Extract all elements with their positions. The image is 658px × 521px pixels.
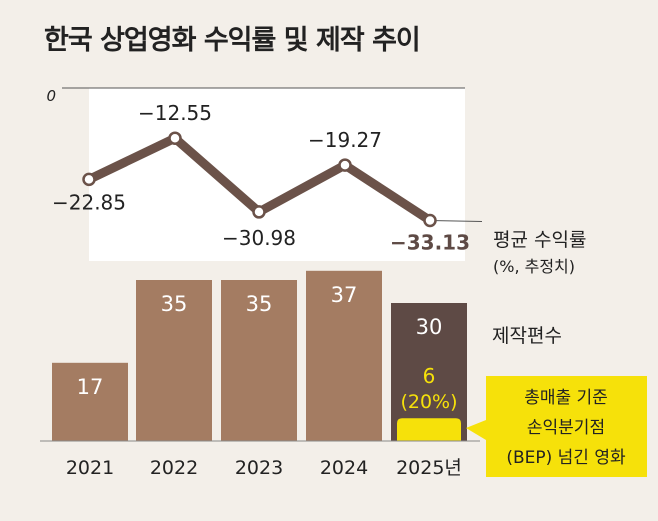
bar <box>136 280 212 441</box>
line-point <box>423 213 437 228</box>
zero-label: 0 <box>46 87 56 105</box>
category-label: 2024 <box>320 457 368 479</box>
callout-box <box>466 376 647 477</box>
bar-value-label: 17 <box>77 375 104 399</box>
bar <box>391 303 467 441</box>
category-label: 2021 <box>66 457 114 479</box>
line-point <box>338 158 352 172</box>
callout-line-2: 손익분기점 <box>527 418 605 438</box>
line-value-label: −30.98 <box>222 226 296 250</box>
line-value-label: −19.27 <box>308 128 382 152</box>
bar <box>52 362 128 441</box>
bar-legend-label: 제작편수 <box>492 325 562 347</box>
line-point <box>82 172 96 187</box>
chart-title: 한국 상업영화 수익률 및 제작 추이 <box>44 25 421 56</box>
line-point <box>252 205 266 219</box>
bar <box>221 280 297 441</box>
category-label: 2025년 <box>396 457 462 479</box>
bar-value-label: 35 <box>246 292 273 316</box>
line-legend-label: 평균 수익률 <box>493 229 586 251</box>
line-value-label: −12.55 <box>138 101 212 125</box>
line-value-label: −33.13 <box>390 231 470 255</box>
callout-line-1: 총매출 기준 <box>524 388 608 408</box>
category-label: 2023 <box>235 457 283 479</box>
callout-line-3: (BEP) 넘긴 영화 <box>506 448 626 468</box>
category-label: 2022 <box>150 457 198 479</box>
line-point <box>168 131 182 145</box>
line-plot-area <box>89 88 465 261</box>
bar-value-label: 30 <box>416 315 443 339</box>
bar-value-label: 35 <box>161 292 188 316</box>
bar-value-label: 37 <box>331 283 358 307</box>
bep-value-label: 6 <box>423 364 436 388</box>
line-legend-unit: (%, 추정치) <box>493 257 575 276</box>
line-legend-leader <box>429 220 483 223</box>
bep-percent-label: (20%) <box>400 391 457 413</box>
bep-sub-bar <box>397 418 461 441</box>
bar <box>306 270 382 441</box>
line-value-label: −22.85 <box>52 190 126 214</box>
